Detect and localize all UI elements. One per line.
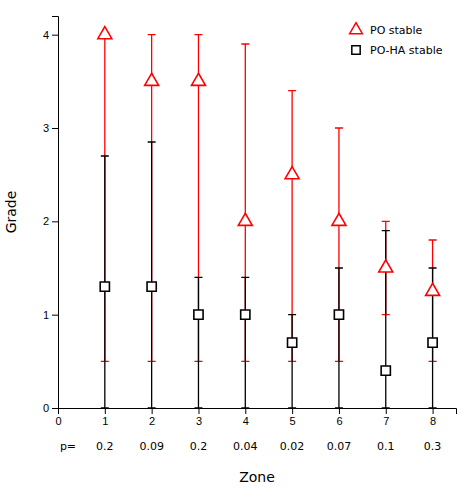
x-tick-label: 2 bbox=[149, 415, 155, 427]
x-axis: 0 1 2 3 4 5 6 7 8 bbox=[55, 408, 456, 427]
x-tick: 8 bbox=[430, 408, 436, 427]
x-axis-line bbox=[59, 409, 457, 415]
y-tick: 3 bbox=[43, 122, 58, 134]
error-bar bbox=[148, 142, 156, 408]
y-tick-label: 1 bbox=[43, 309, 49, 321]
error-bar bbox=[241, 277, 249, 408]
y-tick-mark bbox=[52, 315, 58, 316]
legend: PO stable PO-HA stable bbox=[350, 23, 443, 57]
error-bar bbox=[382, 231, 390, 408]
x-tick: 7 bbox=[383, 408, 389, 427]
p-value: 0.04 bbox=[233, 440, 258, 453]
y-tick-label: 4 bbox=[43, 29, 49, 41]
x-tick: 6 bbox=[336, 408, 342, 427]
x-tick-mark bbox=[433, 408, 434, 414]
x-tick: 2 bbox=[149, 408, 155, 427]
x-tick-label: 6 bbox=[336, 415, 342, 427]
y-tick-mark bbox=[52, 221, 58, 222]
y-tick: 4 bbox=[43, 29, 58, 41]
marker bbox=[100, 282, 109, 291]
x-tick-mark bbox=[245, 408, 246, 414]
marker bbox=[241, 310, 250, 319]
chart: 0 1 2 3 4 5 6 7 8 0 1 2 3 4 Zone Grade p= 0.2 0.09 0.2 0.04 0… bbox=[0, 0, 474, 500]
error-bar bbox=[101, 156, 109, 408]
x-tick-label: 3 bbox=[196, 415, 202, 427]
y-tick: 0 bbox=[43, 402, 58, 414]
x-tick-mark bbox=[339, 408, 340, 414]
marker bbox=[194, 310, 203, 319]
p-value: 0.2 bbox=[190, 440, 208, 453]
x-tick-mark bbox=[152, 408, 153, 414]
p-value: 0.02 bbox=[280, 440, 305, 453]
x-tick-label: 5 bbox=[290, 415, 296, 427]
x-tick-mark bbox=[386, 408, 387, 414]
legend-label: PO stable bbox=[370, 24, 423, 37]
x-tick: 1 bbox=[102, 408, 108, 427]
y-axis: 0 1 2 3 4 bbox=[43, 17, 59, 415]
p-values: p= 0.2 0.09 0.2 0.04 0.02 0.07 0.1 0.3 bbox=[60, 440, 441, 453]
y-axis-line bbox=[52, 17, 59, 409]
marker bbox=[147, 282, 156, 291]
y-tick-label: 2 bbox=[43, 215, 49, 227]
p-value: 0.07 bbox=[327, 440, 352, 453]
marker bbox=[288, 338, 297, 347]
marker bbox=[98, 27, 112, 39]
x-tick-label: 8 bbox=[430, 415, 436, 427]
error-bar bbox=[241, 44, 249, 361]
marker bbox=[332, 213, 346, 225]
marker bbox=[381, 366, 390, 375]
y-tick-label: 3 bbox=[43, 122, 49, 134]
x-axis-title: Zone bbox=[239, 469, 275, 485]
marker bbox=[428, 338, 437, 347]
x-tick: 0 bbox=[55, 408, 61, 427]
y-tick: 2 bbox=[43, 215, 58, 227]
legend-symbol bbox=[350, 23, 363, 34]
y-tick-mark bbox=[52, 35, 58, 36]
y-axis-title: Grade bbox=[3, 191, 19, 234]
error-bar bbox=[335, 268, 343, 408]
y-tick: 1 bbox=[43, 309, 58, 321]
y-tick-mark bbox=[52, 408, 58, 409]
y-tick-label: 0 bbox=[43, 402, 49, 414]
x-tick-label: 0 bbox=[55, 415, 61, 427]
legend-label: PO-HA stable bbox=[370, 44, 443, 57]
y-tick-mark bbox=[52, 128, 58, 129]
x-tick-mark bbox=[198, 408, 199, 414]
x-tick-mark bbox=[292, 408, 293, 414]
marker bbox=[285, 167, 299, 179]
legend-item: PO stable bbox=[350, 23, 423, 37]
marker bbox=[334, 310, 343, 319]
x-tick: 5 bbox=[290, 408, 296, 427]
marker bbox=[426, 283, 440, 295]
x-tick-label: 7 bbox=[383, 415, 389, 427]
marker bbox=[379, 260, 393, 272]
marker bbox=[145, 73, 159, 85]
p-value: 0.1 bbox=[377, 440, 395, 453]
error-bar bbox=[288, 315, 296, 408]
plot-area bbox=[98, 27, 440, 408]
x-tick: 3 bbox=[196, 408, 202, 427]
p-label: p= bbox=[60, 440, 76, 453]
error-bar bbox=[194, 277, 202, 408]
marker bbox=[191, 73, 205, 85]
p-value: 0.3 bbox=[424, 440, 442, 453]
p-value: 0.2 bbox=[96, 440, 114, 453]
legend-symbol bbox=[352, 46, 360, 54]
x-tick: 4 bbox=[243, 408, 249, 427]
error-bars bbox=[101, 35, 437, 408]
marker bbox=[238, 213, 252, 225]
x-tick-label: 1 bbox=[102, 415, 108, 427]
x-tick-mark bbox=[105, 408, 106, 414]
markers bbox=[98, 27, 440, 376]
x-tick-label: 4 bbox=[243, 415, 249, 427]
p-value: 0.09 bbox=[139, 440, 164, 453]
legend-item: PO-HA stable bbox=[352, 44, 443, 57]
